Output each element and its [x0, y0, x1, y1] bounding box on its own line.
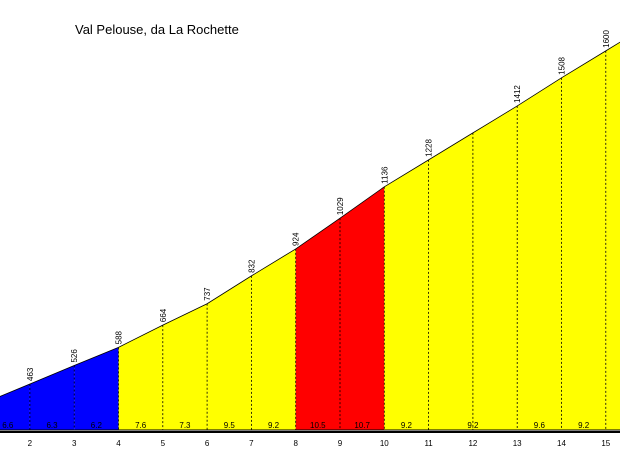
gradient-label: 6.3: [46, 421, 58, 430]
gradient-label: 9.2: [268, 421, 280, 430]
gradient-segment: [384, 159, 429, 431]
km-label: 3: [72, 439, 77, 448]
gradient-segment: [517, 77, 562, 430]
altitude-label: 832: [247, 259, 256, 273]
km-label: 6: [205, 439, 210, 448]
gradient-segment: [207, 275, 252, 430]
gradient-segment: [251, 248, 296, 430]
altitude-label: 463: [26, 367, 35, 381]
gradient-label: 9.2: [578, 421, 590, 430]
gradient-segment: [428, 105, 518, 431]
km-label: 13: [513, 439, 522, 448]
km-label: 10: [380, 439, 389, 448]
gradient-segment: [118, 325, 163, 430]
km-label: 11: [424, 439, 433, 448]
altitude-label: 924: [292, 232, 301, 246]
altitude-label: 588: [115, 330, 124, 344]
gradient-label: 9.6: [534, 421, 546, 430]
profile-line: [0, 41, 620, 397]
gradient-label: 9.2: [467, 421, 479, 430]
gradient-segment: [162, 303, 208, 430]
gradient-label: 9.2: [401, 421, 413, 430]
gradient-segment: [605, 42, 620, 430]
altitude-label: 737: [203, 287, 212, 301]
gradient-segment: [0, 384, 30, 430]
altitude-label: 1136: [380, 166, 389, 184]
gradient-label: 9.5: [224, 421, 236, 430]
km-label: 2: [28, 439, 33, 448]
gradient-label: 6.6: [2, 421, 14, 430]
gradient-segment: [29, 365, 75, 430]
km-label: 8: [293, 439, 298, 448]
gradient-label: 10.5: [310, 421, 326, 430]
gradient-label: 7.6: [135, 421, 147, 430]
km-label: 5: [161, 439, 166, 448]
km-label: 12: [468, 439, 477, 448]
gradient-segment: [340, 186, 385, 430]
altitude-label: 664: [159, 308, 168, 322]
km-label: 14: [557, 439, 566, 448]
km-label: 15: [601, 439, 610, 448]
km-scale-bar: [0, 431, 620, 433]
gradient-segment: [561, 50, 606, 430]
km-label: 4: [116, 439, 121, 448]
gradient-segment: [295, 218, 340, 430]
gradient-label: 6.2: [91, 421, 103, 430]
altitude-label: 1600: [602, 30, 611, 48]
gradient-label: 10.7: [354, 421, 370, 430]
altitude-label: 1508: [558, 56, 567, 74]
gradient-segment: [74, 347, 119, 430]
altitude-label: 1228: [425, 139, 434, 157]
gradient-label: 7.3: [179, 421, 191, 430]
altitude-label: 1029: [336, 197, 345, 215]
altitude-label: 526: [70, 349, 79, 363]
km-label: 9: [338, 439, 343, 448]
chart-title: Val Pelouse, da La Rochette: [75, 22, 239, 37]
altitude-label: 1412: [513, 85, 522, 103]
km-label: 7: [249, 439, 254, 448]
